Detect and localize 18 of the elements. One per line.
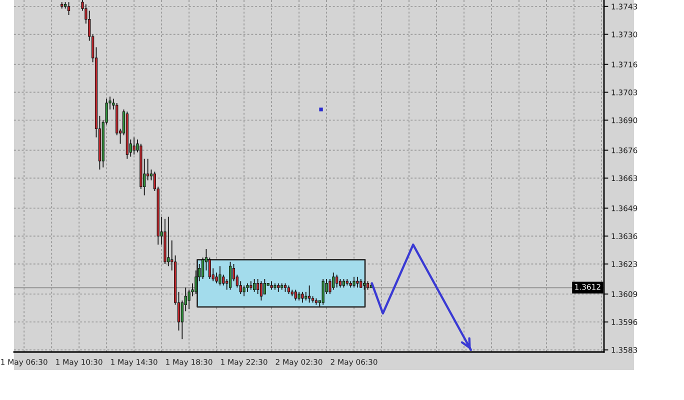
candlestick: [253, 278, 256, 292]
candlestick: [301, 291, 304, 304]
candlestick: [242, 284, 246, 297]
candlestick: [332, 272, 335, 290]
candlestick: [322, 278, 324, 306]
candlestick: [215, 272, 218, 284]
candlestick: [352, 276, 356, 288]
candlestick: [356, 276, 359, 288]
candlestick: [222, 274, 225, 286]
candlestick: [260, 280, 263, 301]
candlestick: [256, 278, 260, 295]
candlestick: [263, 278, 266, 295]
candlestick: [132, 136, 136, 156]
candlestick: [218, 266, 222, 286]
candlestick: [167, 216, 170, 267]
candlestick: [336, 274, 338, 288]
candlestick: [308, 284, 311, 304]
candlestick: [294, 289, 297, 301]
